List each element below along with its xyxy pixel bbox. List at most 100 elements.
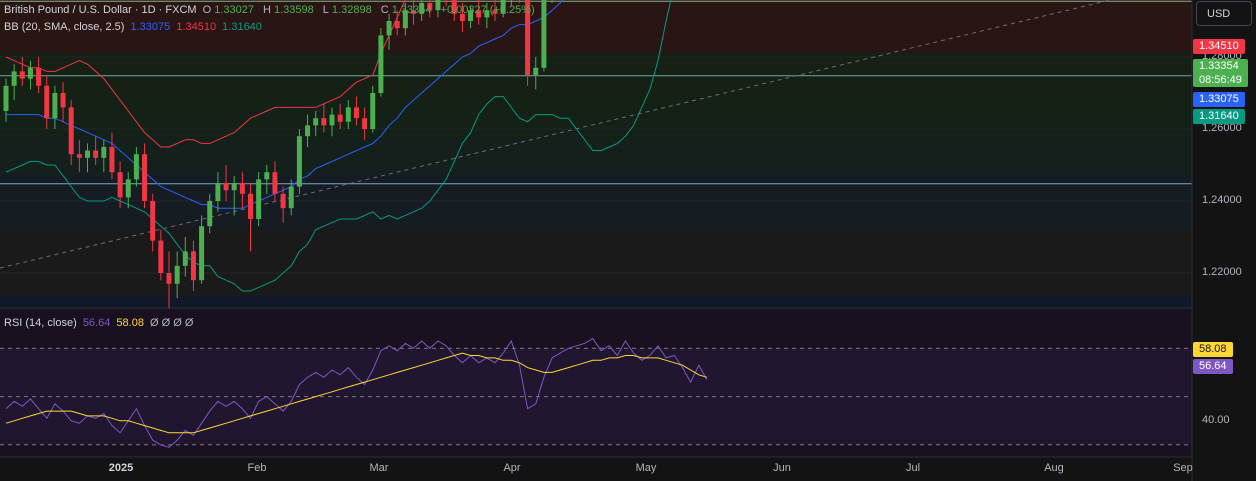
candle xyxy=(484,3,490,29)
upper-band-tag: 1.34510 xyxy=(1193,39,1245,54)
bb-lower-value: 1.31640 xyxy=(222,21,262,33)
bb-upper-line xyxy=(5,0,406,148)
candle xyxy=(321,103,327,133)
candle xyxy=(85,143,90,173)
rsi-value: 56.64 xyxy=(82,317,111,329)
candle xyxy=(27,60,33,90)
y-tick-label: 1.26000 xyxy=(1202,122,1242,134)
open-value: 1.33027 xyxy=(214,4,254,16)
candle xyxy=(207,193,213,234)
candle xyxy=(76,139,82,173)
bb-label: BB (20, SMA, close, 2.5) xyxy=(4,21,125,33)
candle xyxy=(280,186,286,223)
candle xyxy=(378,28,384,97)
candle xyxy=(476,0,482,25)
candle xyxy=(345,100,351,129)
close-label: C xyxy=(380,4,389,16)
bb-legend[interactable]: BB (20, SMA, close, 2.5) 1.33075 1.34510… xyxy=(4,21,265,33)
bg-band-0 xyxy=(0,0,1192,53)
close-value: 1.33354 xyxy=(391,4,432,16)
x-tick-label: 2025 xyxy=(108,462,134,474)
candle xyxy=(435,0,441,18)
rsi-line xyxy=(5,337,708,448)
candle xyxy=(150,193,156,252)
candle xyxy=(445,0,447,7)
candle xyxy=(199,215,205,284)
rsi-label: RSI (14, close) xyxy=(4,317,77,329)
candle xyxy=(411,0,416,25)
candle xyxy=(248,183,253,252)
candle xyxy=(419,0,425,21)
basis-tag: 1.33075 xyxy=(1193,92,1245,107)
x-tick-label: May xyxy=(635,462,657,474)
bb-basis-value: 1.33075 xyxy=(130,21,171,33)
grid-lines xyxy=(0,56,1192,274)
candle xyxy=(174,251,180,299)
candle xyxy=(223,165,229,201)
bb-lower-line xyxy=(5,0,672,292)
candle xyxy=(256,172,262,227)
last-price: 1.33354 xyxy=(1199,60,1239,72)
candle xyxy=(166,251,172,309)
last-price-tag: 1.33354 08:56:49 xyxy=(1193,59,1248,87)
candle xyxy=(313,111,319,137)
candle xyxy=(182,237,188,277)
x-tick-label: Feb xyxy=(247,462,267,474)
countdown: 08:56:49 xyxy=(1199,74,1242,86)
currency-button[interactable]: USD xyxy=(1196,1,1252,26)
x-tick-label: Sep xyxy=(1173,462,1193,474)
candle xyxy=(288,179,294,216)
candle xyxy=(117,161,123,209)
open-label: O xyxy=(202,4,212,16)
candle xyxy=(402,3,408,36)
candle xyxy=(60,82,66,122)
bg-band-2 xyxy=(0,100,1192,137)
high-label: H xyxy=(263,4,271,16)
high-value: 1.33598 xyxy=(273,4,314,16)
candle xyxy=(362,107,368,140)
candle xyxy=(101,139,107,173)
symbol-legend[interactable]: British Pound / U.S. Dollar · 1D · FXCM … xyxy=(4,4,538,16)
bg-band-1 xyxy=(0,53,1192,100)
x-tick-label: Jul xyxy=(905,462,921,474)
candles xyxy=(3,0,553,309)
bollinger-bands xyxy=(5,0,672,292)
candle xyxy=(3,78,9,122)
candle xyxy=(19,57,25,86)
x-tick-label: Aug xyxy=(1044,462,1064,474)
bg-band-6 xyxy=(0,296,1192,308)
rsi-legend[interactable]: RSI (14, close) 56.64 58.08 Ø Ø Ø Ø xyxy=(4,317,196,329)
candle xyxy=(190,240,196,291)
candle xyxy=(93,136,99,165)
candle xyxy=(142,143,148,209)
rsi-ma-tag: 58.08 xyxy=(1193,342,1233,357)
candle xyxy=(533,57,539,90)
change-value: +0.00327 (+0.25%) xyxy=(440,4,535,16)
candle xyxy=(239,172,245,209)
candle xyxy=(468,6,474,29)
y-tick-label: 1.22000 xyxy=(1202,266,1242,278)
candle xyxy=(337,103,343,129)
candle xyxy=(133,147,139,187)
candle xyxy=(109,132,115,180)
rsi-tag: 56.64 xyxy=(1193,359,1233,374)
candle xyxy=(68,100,74,165)
candle xyxy=(525,0,531,86)
candle xyxy=(394,10,400,36)
candle xyxy=(541,0,547,72)
candle xyxy=(11,64,17,101)
y-tick-label: 1.24000 xyxy=(1202,194,1242,206)
rsi-y-tick-label: 40.00 xyxy=(1202,413,1230,426)
rsi-extra-values: Ø Ø Ø Ø xyxy=(150,317,194,329)
candle xyxy=(44,75,50,129)
candle xyxy=(459,3,465,32)
rsi-pane xyxy=(0,337,1192,448)
x-tick-label: Jun xyxy=(773,462,791,474)
candle xyxy=(264,165,270,194)
currency-label: USD xyxy=(1207,7,1231,20)
bb-upper-value: 1.34510 xyxy=(176,21,217,33)
candle xyxy=(370,85,376,133)
trendline xyxy=(0,0,1111,269)
x-tick-label: Apr xyxy=(503,462,521,474)
